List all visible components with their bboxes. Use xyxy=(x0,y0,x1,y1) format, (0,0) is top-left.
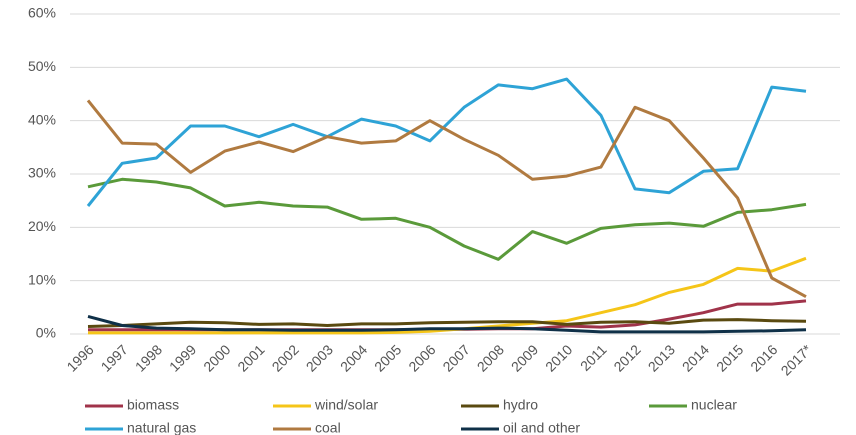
series-line xyxy=(87,314,807,334)
x-tick-label: 1999 xyxy=(166,341,199,374)
x-tick-label: 2001 xyxy=(234,341,267,374)
x-tick-label: 2003 xyxy=(303,341,336,374)
x-tick-label: 2006 xyxy=(405,341,438,374)
legend-label: oil and other xyxy=(503,420,580,435)
legend-label: coal xyxy=(315,420,341,435)
x-tick-label: 2017* xyxy=(778,341,816,379)
series-line xyxy=(86,77,807,207)
x-tick-label: 2002 xyxy=(269,341,302,374)
y-tick-label: 40% xyxy=(28,111,56,127)
x-tick-label: 1998 xyxy=(132,341,165,374)
legend-label: natural gas xyxy=(127,420,196,435)
y-tick-label: 0% xyxy=(36,325,56,341)
x-tick-label: 2015 xyxy=(713,341,746,374)
x-tick-label: 2005 xyxy=(371,341,404,374)
legend-label: nuclear xyxy=(691,397,737,413)
series-line xyxy=(87,177,807,261)
x-tick-label: 1996 xyxy=(63,341,96,374)
y-tick-label: 10% xyxy=(28,271,56,287)
x-tick-label: 1997 xyxy=(98,341,131,374)
x-tick-label: 2000 xyxy=(200,341,233,374)
legend-label: wind/solar xyxy=(314,397,378,413)
y-tick-label: 50% xyxy=(28,58,56,74)
legend-label: hydro xyxy=(503,397,538,413)
x-tick-label: 2004 xyxy=(337,341,370,374)
series-line xyxy=(86,99,807,299)
legend-label: biomass xyxy=(127,397,179,413)
series-line xyxy=(87,318,807,328)
x-tick-label: 2007 xyxy=(439,341,472,374)
series-line xyxy=(88,299,807,332)
x-tick-label: 2008 xyxy=(474,341,507,374)
x-tick-label: 2009 xyxy=(508,341,541,374)
x-tick-label: 2016 xyxy=(747,341,780,374)
x-tick-label: 2013 xyxy=(645,341,678,374)
y-tick-label: 60% xyxy=(28,5,56,21)
x-tick-label: 2011 xyxy=(577,341,610,374)
x-tick-label: 2014 xyxy=(679,341,712,374)
x-tick-label: 2012 xyxy=(610,341,643,374)
y-tick-label: 20% xyxy=(28,218,56,234)
y-tick-label: 30% xyxy=(28,165,56,181)
x-tick-label: 2010 xyxy=(542,341,575,374)
